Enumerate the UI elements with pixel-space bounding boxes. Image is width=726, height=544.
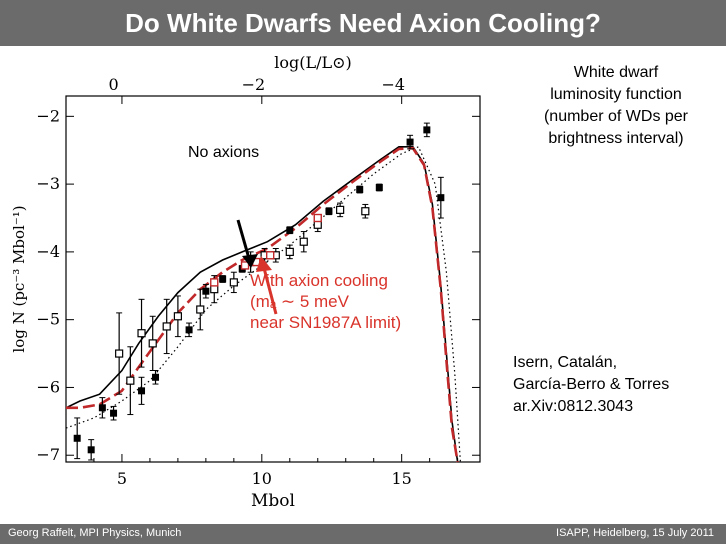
data-point-red — [240, 261, 250, 270]
footer-bar: Georg Raffelt, MPI Physics, Munich ISAPP… — [0, 524, 726, 544]
data-point-filled — [375, 184, 383, 191]
data-point-filled — [98, 404, 106, 412]
curve-red-dash-line — [66, 146, 459, 463]
data-point-filled — [185, 326, 193, 334]
data-point-red — [266, 251, 275, 260]
axion-arrowhead — [256, 256, 272, 272]
data-point-open — [285, 247, 294, 256]
data-point-filled — [87, 446, 95, 454]
data-point-open — [299, 237, 308, 246]
data-point-filled — [73, 434, 81, 442]
data-point-open — [137, 329, 146, 338]
top-axis-label: log(L/L⊙) — [274, 53, 352, 72]
axion-cooling-label: With axion cooling (mₐ ∼ 5 meV near SN19… — [250, 271, 402, 332]
data-point-filled — [138, 387, 146, 395]
data-point-filled — [286, 226, 294, 234]
x-axis-label: Mbol — [251, 491, 295, 511]
footer-author: Georg Raffelt, MPI Physics, Munich — [8, 527, 182, 539]
x-tick-label: 15 — [391, 469, 411, 488]
plot-frame — [65, 95, 481, 463]
top-tick-label: 0 — [108, 75, 118, 94]
citation: Isern, Catalán, García-Berro & Torres ar… — [513, 354, 670, 415]
data-point-filled — [437, 194, 445, 202]
data-point-open — [336, 205, 345, 214]
plot-axes: 5 10 15 −7 −6 −5 −4 −3 −2 0 −2 −4 Mbol log(L/L⊙) log N… — [10, 53, 481, 511]
data-point-open — [162, 322, 171, 331]
slide-title: Do White Dwarfs Need Axion Cooling? — [0, 0, 726, 46]
data-point-filled — [406, 138, 414, 146]
plot-points — [73, 122, 445, 461]
y-tick-label: −5 — [36, 310, 60, 329]
x-tick-label: 5 — [117, 469, 127, 488]
data-point-filled — [325, 207, 333, 215]
data-point-filled — [423, 126, 431, 134]
footer-event: ISAPP, Heidelberg, 15 July 2011 — [556, 527, 714, 539]
data-point-open — [115, 349, 124, 358]
axion-arrow — [262, 267, 278, 315]
data-point-filled — [202, 287, 210, 295]
data-point-open — [229, 278, 238, 287]
data-point-red — [313, 213, 322, 223]
data-point-open — [148, 339, 157, 348]
data-point-open — [210, 285, 219, 294]
data-point-open — [196, 305, 205, 314]
y-axis-label: log N (pc⁻³ Mbol⁻¹) — [10, 205, 28, 352]
data-point-filled — [356, 186, 364, 194]
data-point-open — [126, 376, 135, 385]
y-tick-label: −3 — [36, 174, 60, 193]
data-point-open — [313, 220, 322, 229]
x-tick-label: 10 — [252, 469, 272, 488]
data-point-filled — [110, 409, 118, 417]
top-tick-label: −2 — [242, 75, 266, 94]
no-axions-arrow — [236, 219, 252, 263]
luminosity-function-chart: 5 10 15 −7 −6 −5 −4 −3 −2 0 −2 −4 Mbol log(L/L⊙) log N… — [10, 53, 481, 511]
top-tick-label: −4 — [381, 75, 405, 94]
no-axions-arrowhead — [242, 254, 258, 268]
data-point-filled — [152, 373, 160, 381]
data-point-open — [173, 312, 182, 321]
y-tick-label: −4 — [36, 242, 60, 261]
no-axions-label: No axions — [188, 144, 260, 161]
y-tick-label: −6 — [36, 377, 60, 396]
chart-caption: White dwarf luminosity function (number … — [543, 64, 689, 147]
data-point-open — [361, 207, 370, 216]
data-point-red — [210, 278, 219, 287]
y-tick-label: −7 — [36, 445, 60, 464]
data-point-filled — [219, 275, 227, 283]
plot-arrows — [236, 219, 278, 315]
y-tick-label: −2 — [36, 106, 60, 125]
